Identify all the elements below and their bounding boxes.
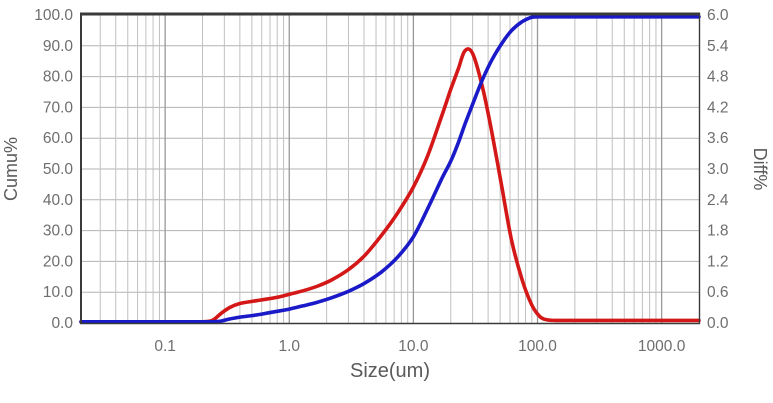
x-tick-label: 1000.0 xyxy=(638,338,686,355)
y-right-tick-label: 4.2 xyxy=(707,99,729,116)
y-left-tick-label: 70.0 xyxy=(43,99,74,116)
x-tick-label: 100.0 xyxy=(518,338,557,355)
y-right-tick-label: 4.8 xyxy=(707,69,729,86)
y-left-tick-label: 30.0 xyxy=(43,223,74,240)
diff-curve xyxy=(79,47,701,324)
y-right-tick-label: 1.2 xyxy=(707,253,729,270)
y-left-tick-label: 60.0 xyxy=(43,130,74,147)
y-left-tick-label: 10.0 xyxy=(43,284,74,301)
y-right-tick-label: 3.6 xyxy=(707,130,729,147)
x-tick-label: 1.0 xyxy=(278,338,300,355)
y-left-tick-label: 90.0 xyxy=(43,38,74,55)
y-left-tick-label: 80.0 xyxy=(43,69,74,86)
x-tick-label: 10.0 xyxy=(398,338,429,355)
y-left-tick-label: 100.0 xyxy=(34,7,73,24)
y-right-tick-label: 0.6 xyxy=(707,284,729,301)
y-right-tick-label: 1.8 xyxy=(707,223,729,240)
y-left-axis-title: Cumu% xyxy=(1,137,21,201)
y-right-tick-label: 2.4 xyxy=(707,192,729,209)
y-right-tick-label: 5.4 xyxy=(707,38,729,55)
y-right-tick-label: 6.0 xyxy=(707,7,729,24)
y-right-tick-label: 3.0 xyxy=(707,161,729,178)
cumu-curve xyxy=(79,14,701,324)
y-left-tick-label: 0.0 xyxy=(51,315,73,332)
x-axis-title: Size(um) xyxy=(350,360,430,382)
y-left-tick-label: 40.0 xyxy=(43,192,74,209)
y-left-tick-label: 50.0 xyxy=(43,161,74,178)
y-right-tick-label: 0.0 xyxy=(707,315,729,332)
y-right-axis-title: Diff% xyxy=(750,148,770,191)
x-tick-label: 0.1 xyxy=(154,338,176,355)
y-left-tick-label: 20.0 xyxy=(43,253,74,270)
